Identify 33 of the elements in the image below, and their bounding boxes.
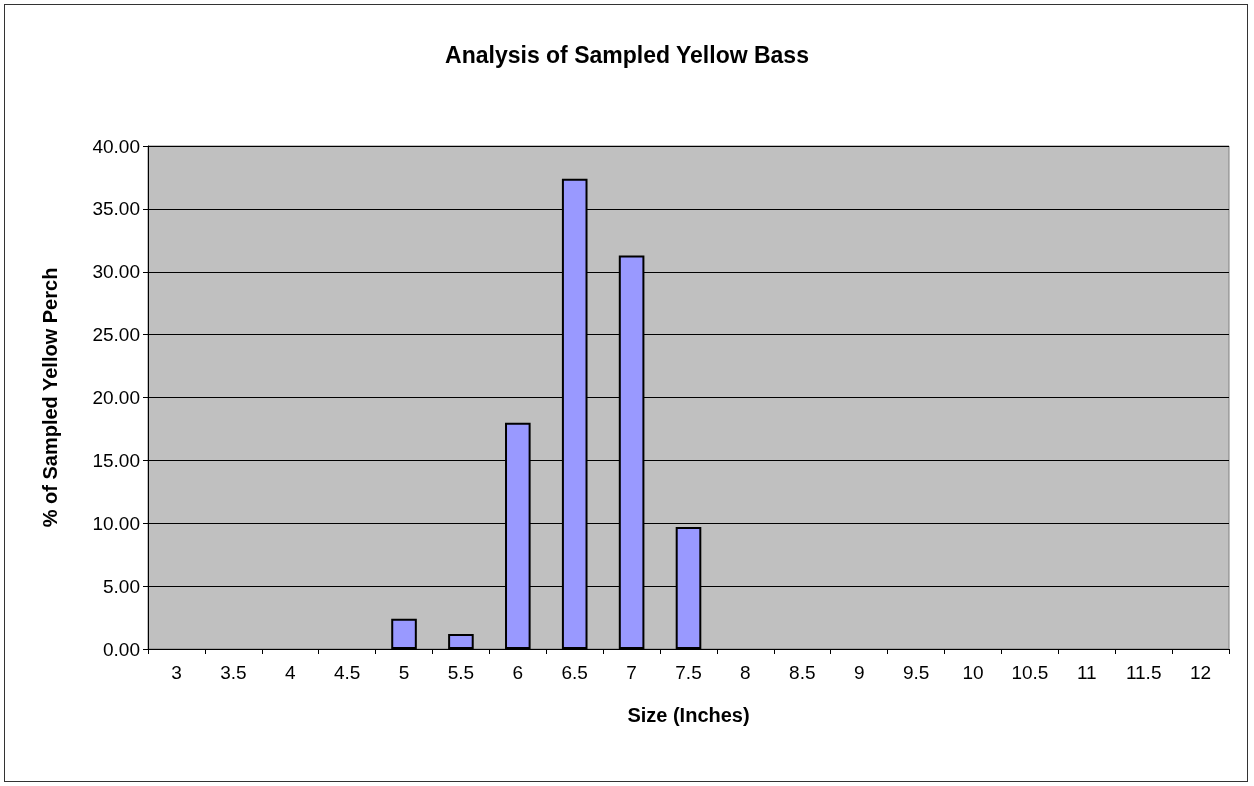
x-tick-label: 6 [512, 662, 524, 683]
y-tick-label: 35.00 [92, 198, 140, 220]
bar [391, 618, 417, 649]
x-tick-label: 8.5 [789, 662, 816, 683]
y-tick-label: 5.00 [103, 575, 140, 597]
bar [448, 633, 474, 649]
x-tick-label: 6.5 [561, 662, 588, 683]
x-tick-label: 9 [853, 662, 865, 683]
x-tick-label: 11.5 [1125, 662, 1162, 683]
y-tick-label: 0.00 [103, 638, 140, 660]
x-tick-label: 3.5 [220, 662, 247, 683]
x-tick-label: 3 [171, 662, 182, 683]
x-tick-label: 9.5 [902, 662, 930, 683]
x-tick-label: 10 [962, 662, 984, 683]
y-tick-label: 25.00 [92, 324, 140, 346]
chart-title: Analysis of Sampled Yellow Bass [445, 41, 809, 68]
x-tick-label: 5.5 [447, 662, 475, 683]
x-tick-label: 11 [1076, 662, 1097, 683]
x-tick-label: 12 [1189, 662, 1212, 683]
y-tick-label: 40.00 [92, 135, 140, 157]
x-tick-label: 5 [398, 662, 410, 683]
y-tick-label: 30.00 [92, 261, 140, 283]
x-tick-label: 10.5 [1011, 662, 1049, 683]
y-axis-title: % of Sampled Yellow Perch [39, 267, 61, 528]
x-tick-label: 4 [284, 662, 296, 683]
y-tick-label: 10.00 [92, 512, 140, 534]
x-tick-label: 4.5 [333, 662, 361, 683]
x-tick-label: 8 [740, 662, 751, 683]
y-tick-label: 15.00 [92, 449, 140, 471]
x-tick-label: 7.5 [675, 662, 702, 683]
x-axis-title: Size (Inches) [627, 704, 750, 726]
x-tick-label: 7 [626, 662, 637, 683]
y-tick-label: 20.00 [92, 387, 140, 408]
